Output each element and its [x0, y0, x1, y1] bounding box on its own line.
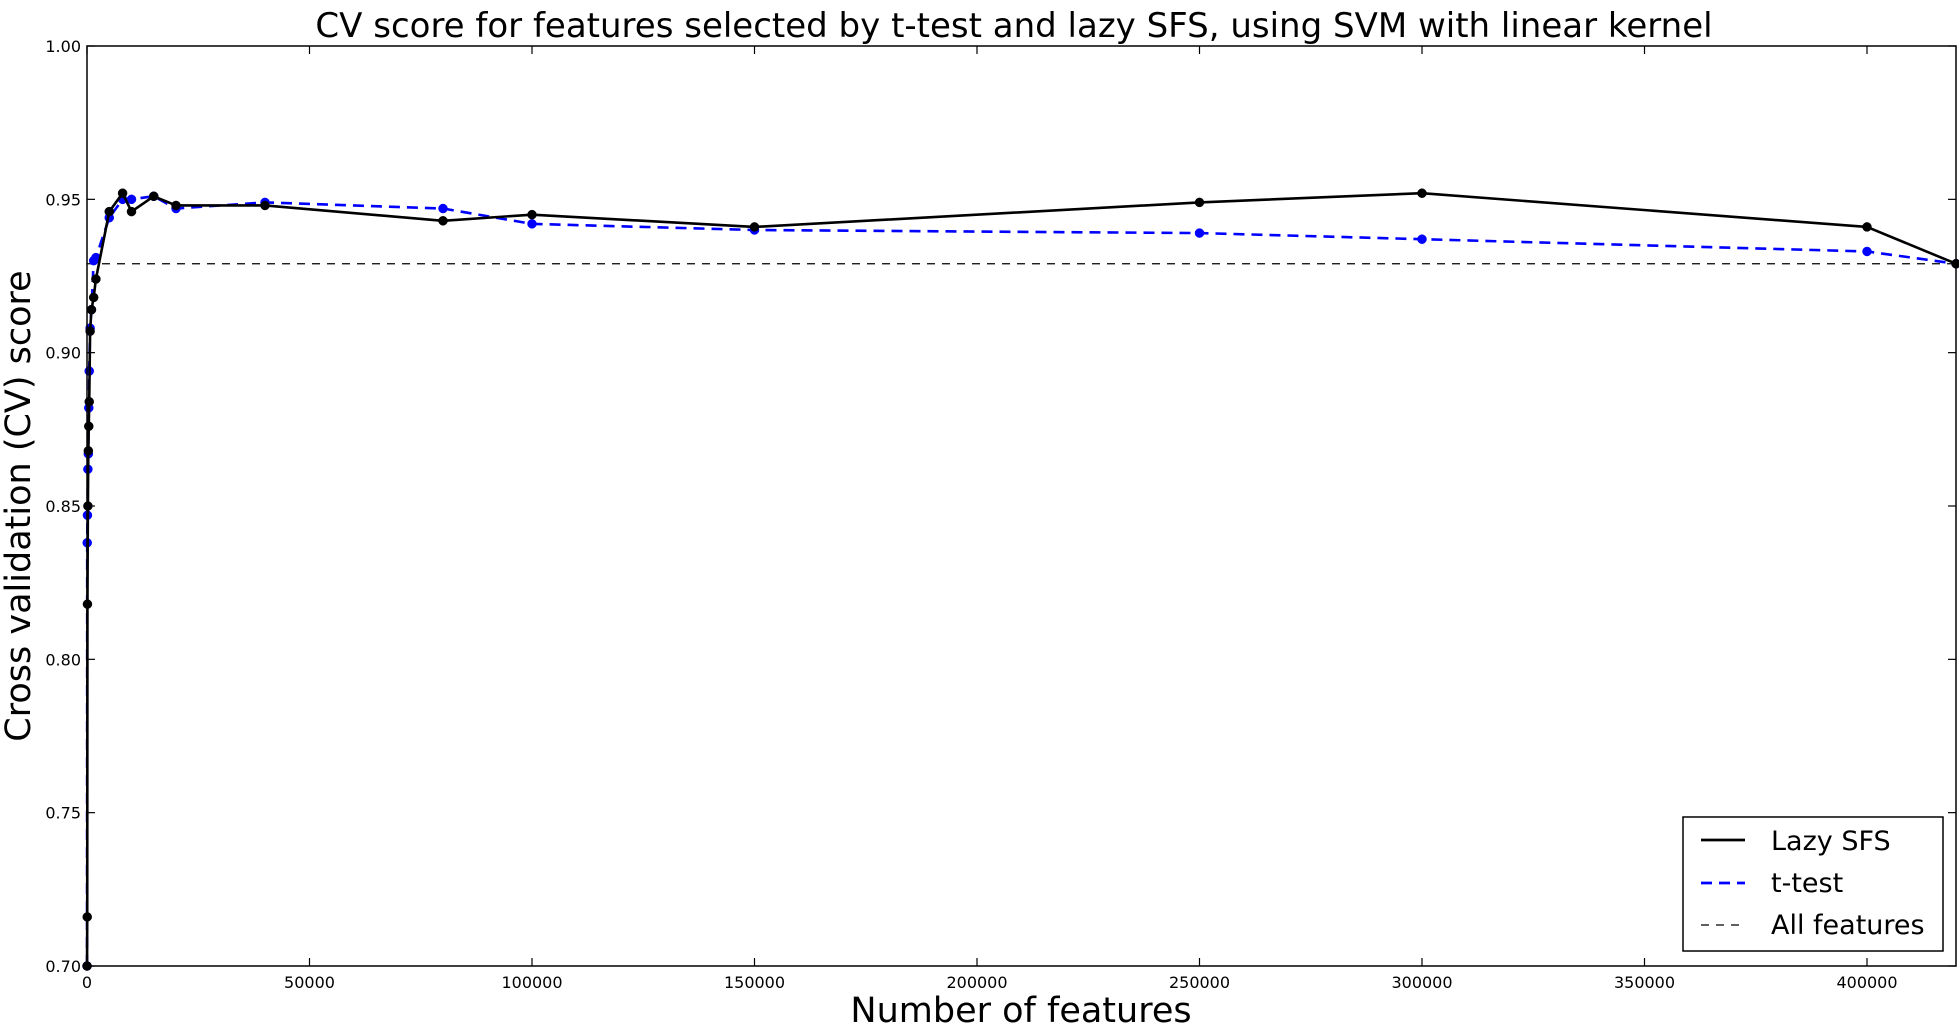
- x-axis-label: Number of features: [850, 991, 1191, 1026]
- data-point-lazy-sfs: [126, 206, 137, 217]
- x-tick-label: 0: [82, 973, 92, 992]
- data-point-t-test: [527, 219, 537, 229]
- data-point-lazy-sfs: [438, 216, 448, 226]
- data-point-lazy-sfs: [527, 209, 537, 220]
- y-tick-label: 0.95: [45, 190, 81, 209]
- series-line-t-test: [85, 194, 1957, 967]
- x-tick-label: 350000: [1614, 973, 1675, 992]
- data-point-lazy-sfs: [749, 222, 760, 232]
- data-point-lazy-sfs: [84, 421, 94, 432]
- data-point-t-test: [1194, 228, 1205, 238]
- x-tick-label: 50000: [284, 973, 335, 992]
- legend-label-t-test: t-test: [1771, 868, 1843, 899]
- data-point-lazy-sfs: [260, 200, 270, 211]
- x-tick-label: 150000: [724, 973, 785, 992]
- data-point-lazy-sfs: [117, 188, 128, 198]
- data-point-lazy-sfs: [91, 274, 101, 284]
- legend-label-lazy-sfs: Lazy SFS: [1771, 826, 1891, 857]
- data-point-lazy-sfs: [149, 191, 159, 202]
- data-point-lazy-sfs: [171, 200, 181, 211]
- x-tick-label: 300000: [1391, 973, 1452, 992]
- data-point-lazy-sfs: [104, 206, 114, 217]
- data-point-lazy-sfs: [86, 304, 97, 315]
- data-point-lazy-sfs: [1862, 222, 1872, 232]
- y-tick-label: 0.75: [45, 804, 81, 823]
- data-point-lazy-sfs: [88, 292, 99, 303]
- data-point-lazy-sfs: [85, 326, 95, 336]
- data-point-lazy-sfs: [84, 396, 94, 407]
- y-tick-label: 1.00: [45, 37, 81, 56]
- data-point-lazy-sfs: [83, 446, 94, 456]
- legend-label-all-features: All features: [1771, 910, 1925, 941]
- x-tick-label: 100000: [501, 973, 562, 992]
- legend: Lazy SFS t-test All features: [1682, 816, 1944, 952]
- chart-title: CV score for features selected by t-test…: [315, 6, 1712, 46]
- plot-frame: [86, 45, 1957, 967]
- series-layer: [82, 188, 1959, 971]
- data-point-lazy-sfs: [1417, 188, 1427, 198]
- data-point-t-test: [1862, 246, 1872, 257]
- x-axis-ticks: 0 50000 100000 150000 200000 250000 300000 3500…: [82, 46, 1898, 992]
- data-point-t-test: [438, 203, 448, 214]
- y-tick-label: 0.90: [45, 344, 81, 363]
- y-tick-label: 0.70: [45, 957, 81, 976]
- y-tick-label: 0.80: [45, 650, 81, 669]
- x-tick-label: 400000: [1836, 973, 1897, 992]
- x-tick-label: 250000: [1169, 973, 1230, 992]
- x-tick-label: 200000: [946, 973, 1007, 992]
- series-line-lazy-sfs: [85, 191, 1957, 967]
- y-tick-label: 0.85: [45, 497, 81, 516]
- data-point-lazy-sfs: [1194, 197, 1205, 208]
- y-axis-ticks: 0.70 0.75 0.80 0.85 0.90 0.95 1.00: [45, 37, 1956, 976]
- y-axis-label: Cross validation (CV) score: [0, 270, 39, 741]
- data-point-t-test: [1417, 234, 1427, 244]
